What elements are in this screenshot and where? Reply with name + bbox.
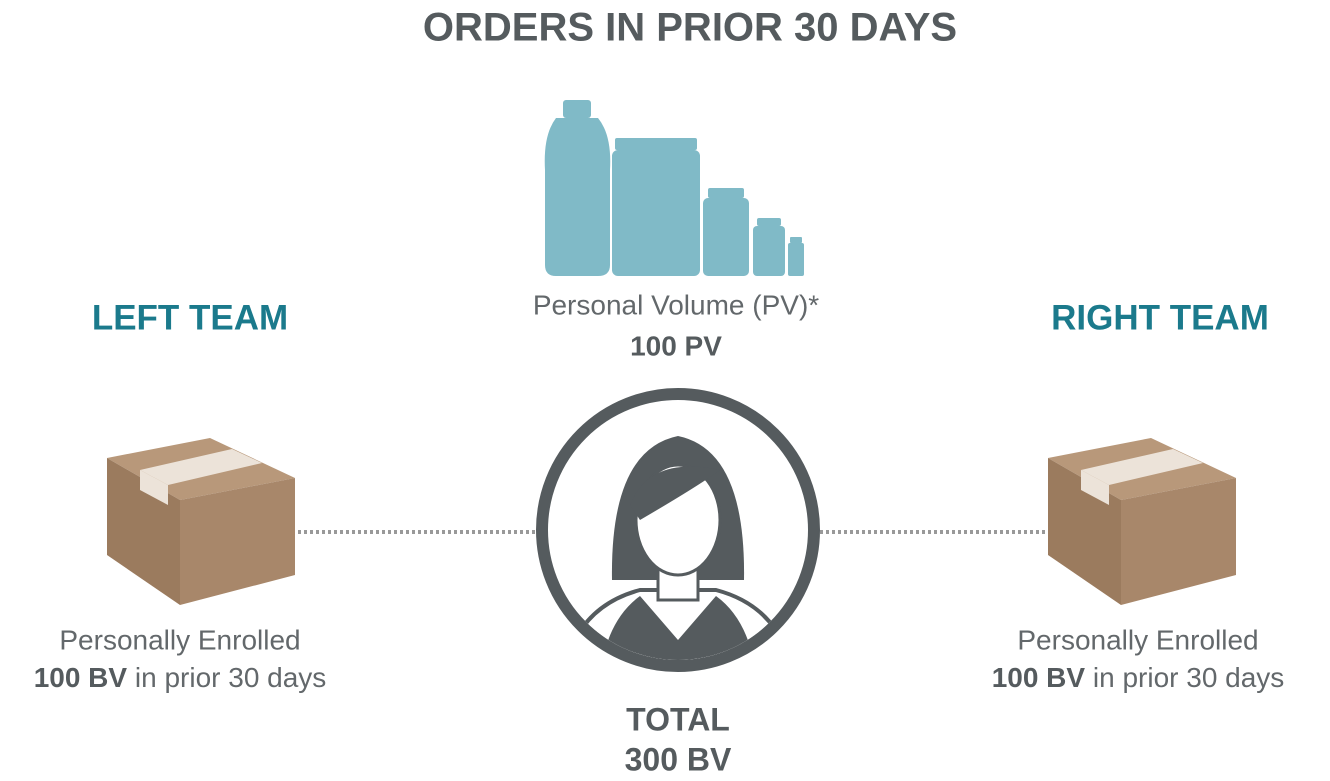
- left-period: in prior 30 days: [135, 662, 326, 693]
- products-icon: [545, 100, 804, 276]
- title: ORDERS IN PRIOR 30 DAYS: [423, 6, 957, 50]
- box-icon: [107, 438, 295, 605]
- right-enrolled-detail: 100 BV in prior 30 days: [992, 662, 1285, 693]
- right-enrolled-label: Personally Enrolled: [1017, 624, 1258, 655]
- total-amount: 300 BV: [625, 741, 732, 777]
- box-icon: [1048, 438, 1236, 605]
- person-icon: [542, 394, 814, 700]
- personal-volume-amount: 100 PV: [630, 330, 722, 361]
- left-amount: 100 BV: [34, 662, 128, 693]
- left-enrolled-detail: 100 BV in prior 30 days: [34, 662, 327, 693]
- infographic: ORDERS IN PRIOR 30 DAYS Personal Volume …: [0, 0, 1330, 781]
- total-label: TOTAL: [626, 701, 730, 737]
- right-team-heading: RIGHT TEAM: [1051, 298, 1269, 337]
- left-enrolled-label: Personally Enrolled: [59, 624, 300, 655]
- left-team-heading: LEFT TEAM: [92, 298, 288, 337]
- right-period: in prior 30 days: [1093, 662, 1284, 693]
- right-amount: 100 BV: [992, 662, 1086, 693]
- personal-volume-label: Personal Volume (PV)*: [533, 289, 819, 320]
